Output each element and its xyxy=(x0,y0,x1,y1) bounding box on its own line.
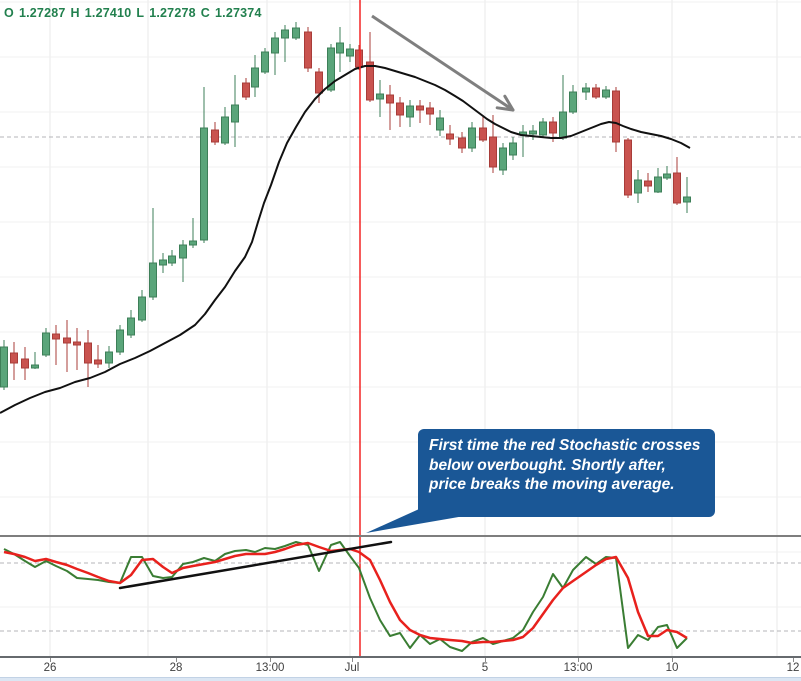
time-axis-tick xyxy=(50,658,51,662)
grid-layer xyxy=(0,0,801,656)
ohlc-high-value: 1.27410 xyxy=(84,6,132,20)
time-axis[interactable]: 26 28 13:00 Jul 5 13:00 10 12 xyxy=(0,656,801,677)
time-axis-tick xyxy=(578,658,579,662)
time-axis-label: 13:00 xyxy=(563,662,593,674)
time-axis-tick xyxy=(176,658,177,662)
ohlc-open-label: O xyxy=(4,6,14,20)
stochastic-k-line xyxy=(3,541,688,652)
callout-note[interactable]: First time the red Stochastic crosses be… xyxy=(418,429,715,517)
time-axis-label: 26 xyxy=(43,662,57,674)
ohlc-high-label: H xyxy=(70,6,80,20)
ohlc-close-value: 1.27374 xyxy=(215,6,262,20)
time-axis-label: Jul xyxy=(344,662,360,674)
time-axis-tick xyxy=(485,658,486,662)
ohlc-low-value: 1.27278 xyxy=(149,6,196,20)
time-axis-tick xyxy=(352,658,353,662)
callout-text: First time the red Stochastic crosses be… xyxy=(429,437,701,493)
time-axis-label: 12 xyxy=(786,662,800,674)
time-axis-tick xyxy=(793,658,794,662)
ohlc-bar: O 1.27287 H 1.27410 L 1.27278 C 1.27374 xyxy=(4,6,267,20)
time-axis-tick xyxy=(672,658,673,662)
moving-average-line xyxy=(0,65,691,414)
time-axis-label: 13:00 xyxy=(255,662,285,674)
stochastic-trendline[interactable] xyxy=(118,540,393,590)
time-axis-label: 28 xyxy=(169,662,183,674)
ohlc-close-label: C xyxy=(200,6,211,20)
time-axis-label: 5 xyxy=(481,662,489,674)
chart-canvas[interactable] xyxy=(0,0,801,657)
trend-arrow[interactable] xyxy=(371,14,515,112)
bottom-strip xyxy=(0,677,801,681)
ohlc-low-label: L xyxy=(136,6,145,20)
candles-layer[interactable] xyxy=(0,22,691,390)
time-axis-label: 10 xyxy=(665,662,679,674)
time-axis-tick xyxy=(270,658,271,662)
ohlc-open-value: 1.27287 xyxy=(18,6,66,20)
